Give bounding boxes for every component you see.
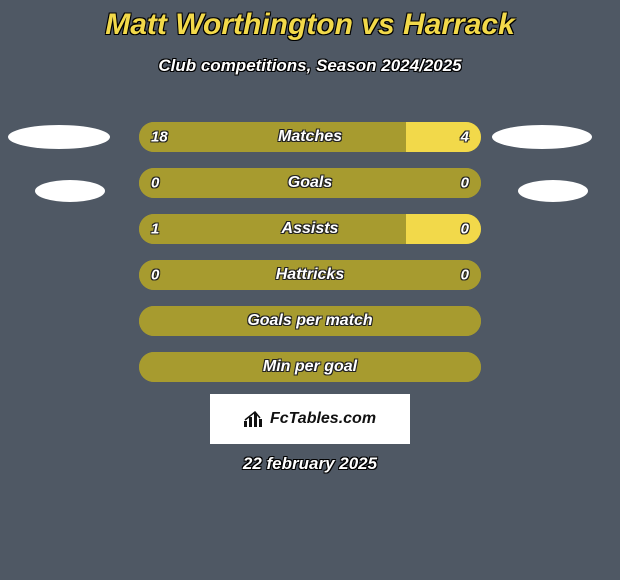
- team-logo-placeholder: [492, 125, 592, 149]
- stat-label: Matches: [139, 128, 481, 146]
- stat-row: 00Hattricks: [139, 260, 481, 290]
- chart-icon: [244, 411, 264, 427]
- comparison-card: Matt Worthington vs Harrack Club competi…: [0, 0, 620, 580]
- subtitle: Club competitions, Season 2024/2025: [0, 56, 620, 76]
- stat-row: 184Matches: [139, 122, 481, 152]
- stat-label: Goals: [139, 174, 481, 192]
- stat-bars: 184Matches 00Goals 10Assists 00Hattricks Goa…: [139, 122, 481, 398]
- source-badge: FcTables.com: [210, 394, 410, 444]
- team-logo-placeholder: [35, 180, 105, 202]
- stat-label: Assists: [139, 220, 481, 238]
- source-badge-text: FcTables.com: [270, 410, 376, 428]
- team-logo-placeholder: [8, 125, 110, 149]
- date-label: 22 february 2025: [0, 454, 620, 474]
- stat-label: Hattricks: [139, 266, 481, 284]
- stat-row: Goals per match: [139, 306, 481, 336]
- stat-row: 00Goals: [139, 168, 481, 198]
- team-logo-placeholder: [518, 180, 588, 202]
- stat-row: Min per goal: [139, 352, 481, 382]
- stat-label: Goals per match: [139, 312, 481, 330]
- stat-row: 10Assists: [139, 214, 481, 244]
- stat-label: Min per goal: [139, 358, 481, 376]
- page-title: Matt Worthington vs Harrack: [0, 0, 620, 42]
